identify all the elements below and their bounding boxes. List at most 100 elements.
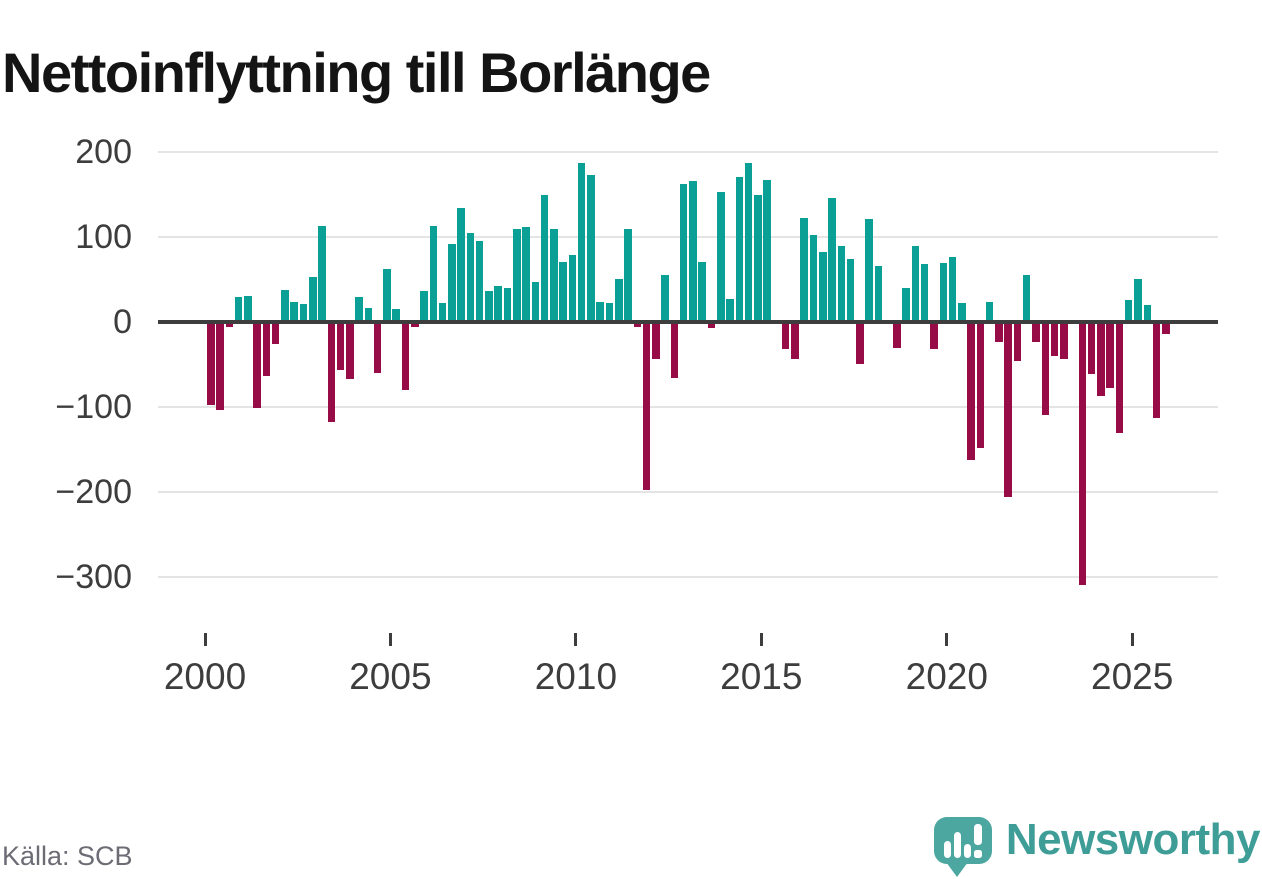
- bar-negative-quarter: [791, 322, 799, 360]
- bar-negative-quarter: [1152, 322, 1161, 418]
- y-axis-tick-label: 100: [75, 218, 132, 257]
- bar-negative-quarter: [336, 322, 345, 370]
- bar-positive-quarter: [587, 175, 595, 322]
- bar-positive-quarter: [550, 229, 558, 322]
- bar-positive-quarter: [494, 286, 502, 322]
- bar-positive-quarter: [466, 232, 475, 322]
- x-axis-tick-label: 2025: [1091, 656, 1174, 697]
- bar-positive-quarter: [234, 297, 243, 322]
- bar-negative-quarter: [1087, 322, 1096, 374]
- newsworthy-logo-text: Newsworthy: [1005, 815, 1261, 864]
- bar-positive-quarter: [475, 240, 484, 322]
- bar-negative-quarter: [995, 322, 1003, 343]
- x-axis-tick-label: 2005: [349, 656, 432, 697]
- bar-negative-quarter: [216, 322, 224, 411]
- bar-positive-quarter: [985, 301, 994, 322]
- bar-positive-quarter: [902, 288, 910, 322]
- bar-positive-quarter: [726, 299, 734, 322]
- bar-positive-quarter: [383, 269, 391, 322]
- bar-positive-quarter: [568, 254, 577, 322]
- bar-positive-quarter: [448, 243, 456, 322]
- bar-positive-quarter: [318, 226, 326, 322]
- y-axis-tick-label: 200: [75, 133, 132, 172]
- x-axis-tick-mark: [1130, 633, 1134, 646]
- bar-negative-quarter: [1032, 322, 1040, 343]
- bar-positive-quarter: [513, 229, 521, 322]
- x-axis-tick-label: 2020: [905, 656, 988, 697]
- bar-negative-quarter: [893, 322, 901, 349]
- bar-positive-quarter: [911, 246, 920, 322]
- bar-positive-quarter: [457, 208, 465, 322]
- bar-positive-quarter: [485, 290, 493, 322]
- y-axis-tick-label: −100: [55, 387, 132, 426]
- bar-negative-quarter: [253, 322, 261, 408]
- x-axis-tick-label: 2010: [534, 656, 618, 697]
- bar-positive-quarter: [309, 277, 317, 322]
- gridline: [158, 490, 1218, 493]
- y-axis-tick-label: 0: [113, 303, 132, 341]
- bar-positive-quarter: [754, 195, 762, 322]
- bar-positive-quarter: [299, 304, 308, 322]
- zero-axis-line: [158, 320, 1218, 324]
- bar-negative-quarter: [856, 322, 864, 364]
- bar-positive-quarter: [958, 303, 966, 322]
- bar-positive-quarter: [392, 309, 400, 322]
- gridline: [158, 151, 1218, 154]
- bar-positive-quarter: [438, 302, 447, 322]
- bar-positive-quarter: [948, 256, 957, 322]
- bar-positive-quarter: [244, 295, 252, 322]
- source-caption: Källa: SCB: [2, 841, 133, 871]
- bar-positive-quarter: [1022, 275, 1031, 322]
- bar-chart-exclamation-bubble-icon: [933, 817, 992, 877]
- x-axis-tick-mark: [945, 633, 949, 646]
- x-axis-tick-label: 2000: [163, 656, 247, 697]
- bar-positive-quarter: [281, 289, 289, 322]
- gridline: [158, 575, 1218, 578]
- bar-negative-quarter: [976, 322, 985, 448]
- bar-negative-quarter: [401, 322, 410, 390]
- bar-negative-quarter: [1060, 322, 1068, 360]
- bar-positive-quarter: [735, 176, 744, 322]
- bar-negative-quarter: [1013, 322, 1022, 362]
- bar-positive-quarter: [429, 226, 438, 322]
- y-axis-tick-label: −300: [55, 557, 132, 596]
- bar-positive-quarter: [920, 264, 929, 322]
- bar-negative-quarter: [1106, 322, 1114, 389]
- bar-positive-quarter: [290, 301, 298, 322]
- bar-positive-quarter: [615, 278, 623, 322]
- bar-positive-quarter: [559, 261, 567, 322]
- bar-positive-quarter: [846, 259, 855, 322]
- bar-negative-quarter: [327, 322, 336, 423]
- bar-negative-quarter: [1004, 322, 1012, 497]
- y-axis-tick-label: −200: [55, 472, 132, 511]
- bar-chart-exclamation-icon: [943, 824, 982, 858]
- x-axis-tick-mark: [759, 633, 763, 646]
- bar-negative-quarter: [271, 322, 280, 345]
- newsworthy-logo: Newsworthy: [933, 813, 1261, 879]
- bar-positive-quarter: [874, 265, 883, 322]
- bar-negative-quarter: [967, 322, 975, 460]
- bar-positive-quarter: [596, 301, 604, 322]
- bar-negative-quarter: [781, 322, 790, 350]
- bar-negative-quarter: [1078, 322, 1087, 586]
- bar-negative-quarter: [707, 322, 716, 328]
- x-axis-tick-label: 2015: [720, 656, 803, 697]
- bar-positive-quarter: [364, 308, 373, 322]
- bar-positive-quarter: [577, 163, 586, 322]
- bar-negative-quarter: [225, 322, 234, 328]
- bar-positive-quarter: [605, 302, 614, 322]
- x-axis-tick-mark: [574, 633, 578, 646]
- bar-positive-quarter: [837, 246, 846, 322]
- bar-negative-quarter: [411, 322, 419, 328]
- bar-positive-quarter: [689, 181, 697, 322]
- bar-negative-quarter: [207, 322, 215, 406]
- bar-negative-quarter: [670, 322, 679, 379]
- bar-negative-quarter: [346, 322, 354, 379]
- bar-positive-quarter: [540, 195, 549, 322]
- x-axis-tick-mark: [388, 633, 392, 646]
- bar-positive-quarter: [1134, 278, 1142, 322]
- bar-positive-quarter: [698, 261, 706, 322]
- bar-positive-quarter: [503, 288, 512, 322]
- bar-negative-quarter: [633, 322, 642, 328]
- bar-positive-quarter: [809, 235, 818, 322]
